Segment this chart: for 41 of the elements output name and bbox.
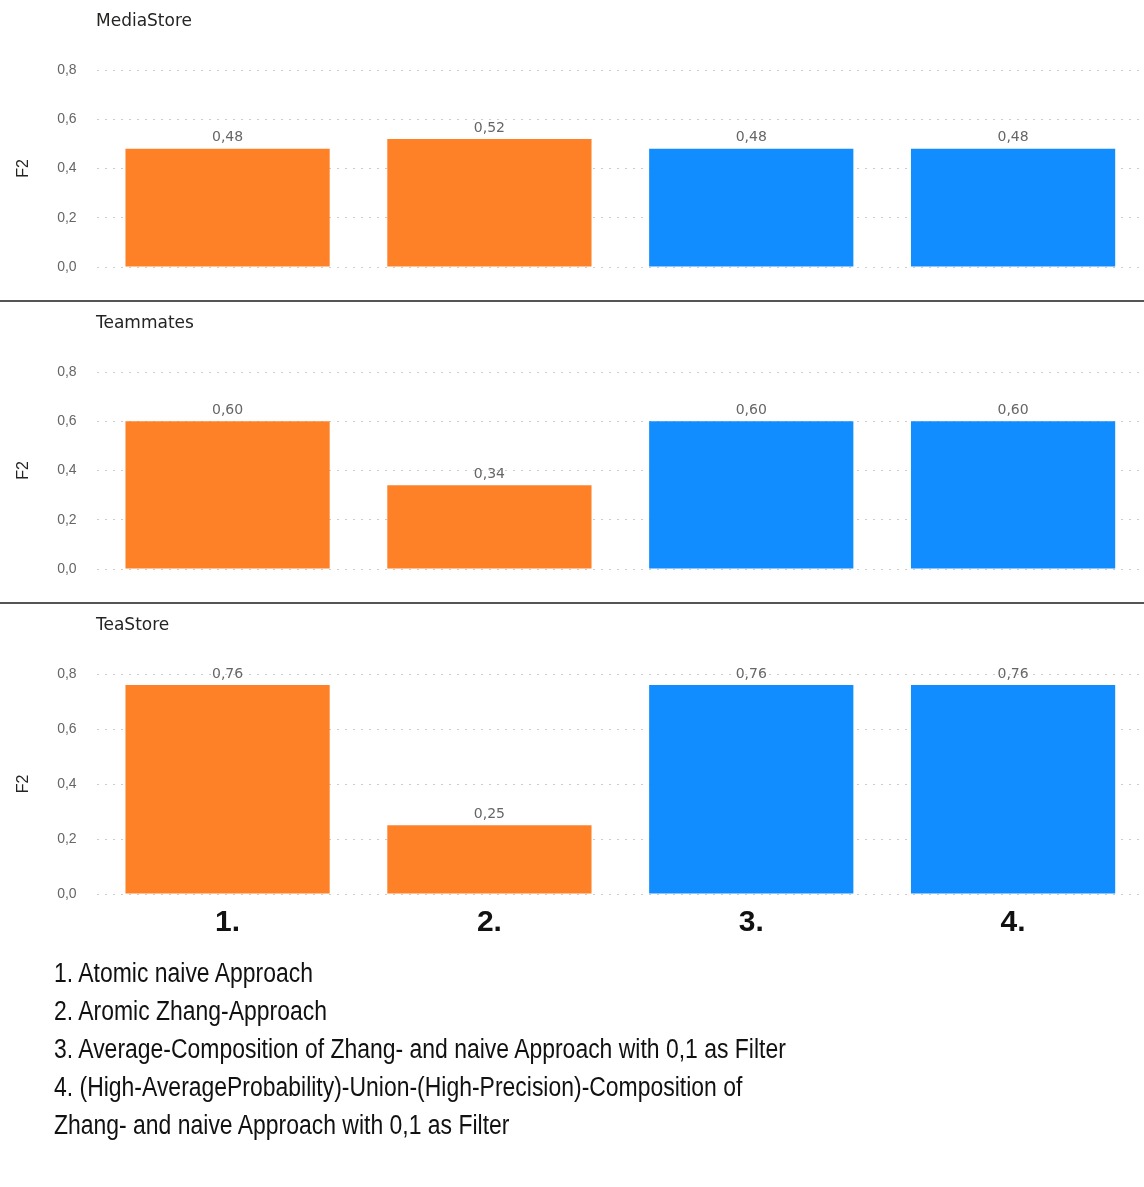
data-label: 0,52 xyxy=(473,118,505,135)
x-tick-label: 1. xyxy=(215,904,241,938)
data-label: 0,60 xyxy=(735,400,767,417)
data-label: 0,76 xyxy=(735,664,767,681)
y-tick-label: 0,4 xyxy=(57,774,77,791)
y-tick-label: 0,6 xyxy=(57,719,77,736)
y-tick-label: 0,0 xyxy=(57,257,77,274)
x-tick-label: 3. xyxy=(738,904,764,938)
text: 3. Average-Composition of Zhang- and naive Approach with 0,1 as Filter xyxy=(54,1033,787,1066)
y-tick-label: 0,8 xyxy=(57,664,77,681)
y-tick-label: 0,2 xyxy=(57,208,77,225)
y-tick-label: 0,6 xyxy=(57,412,77,429)
y-axis-title: F2 xyxy=(14,461,32,480)
data-label: 0,76 xyxy=(211,664,244,681)
y-axis-title: F2 xyxy=(14,774,32,794)
data-label: 0,48 xyxy=(211,128,244,145)
y-tick-label: 0,2 xyxy=(57,510,77,527)
data-label: 0,60 xyxy=(211,400,244,417)
y-tick-label: 0,4 xyxy=(57,461,77,478)
data-label: 0,34 xyxy=(473,464,506,481)
chart-title: Teammates xyxy=(96,312,194,332)
y-axis-title: F2 xyxy=(14,159,32,178)
x-tick-label: 4. xyxy=(1000,904,1026,938)
y-tick-label: 0,0 xyxy=(57,884,77,901)
text: 2. Aromic Zhang-Approach xyxy=(54,995,328,1028)
x-tick-label: 2. xyxy=(476,904,502,938)
y-tick-label: 0,0 xyxy=(57,559,77,576)
y-tick-label: 0,6 xyxy=(57,110,77,127)
data-label: 0,60 xyxy=(997,400,1029,417)
text: 1. Atomic naive Approach xyxy=(54,957,314,990)
y-tick-label: 0,2 xyxy=(57,829,77,846)
y-tick-label: 0,8 xyxy=(57,60,77,77)
y-tick-label: 0,4 xyxy=(57,159,77,176)
text: 4. (High-AverageProbability)-Union-(High-Precision)-Composition of Zhang- and naive Approach with 0,1 as Filter xyxy=(54,1071,744,1142)
data-label: 0,48 xyxy=(735,128,767,145)
chart-title: MediaStore xyxy=(96,10,192,30)
y-tick-label: 0,8 xyxy=(57,362,77,379)
data-label: 0,25 xyxy=(473,804,505,821)
data-label: 0,48 xyxy=(997,128,1029,145)
chart-title: TeaStore xyxy=(96,614,170,634)
data-label: 0,76 xyxy=(997,664,1029,681)
